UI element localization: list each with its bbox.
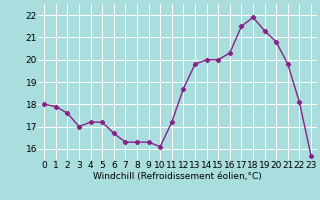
X-axis label: Windchill (Refroidissement éolien,°C): Windchill (Refroidissement éolien,°C) — [93, 172, 262, 181]
